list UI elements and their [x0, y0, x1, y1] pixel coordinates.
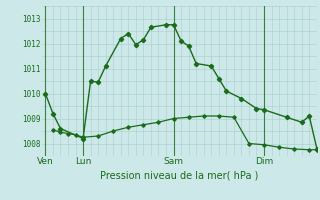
- X-axis label: Pression niveau de la mer( hPa ): Pression niveau de la mer( hPa ): [100, 171, 258, 181]
